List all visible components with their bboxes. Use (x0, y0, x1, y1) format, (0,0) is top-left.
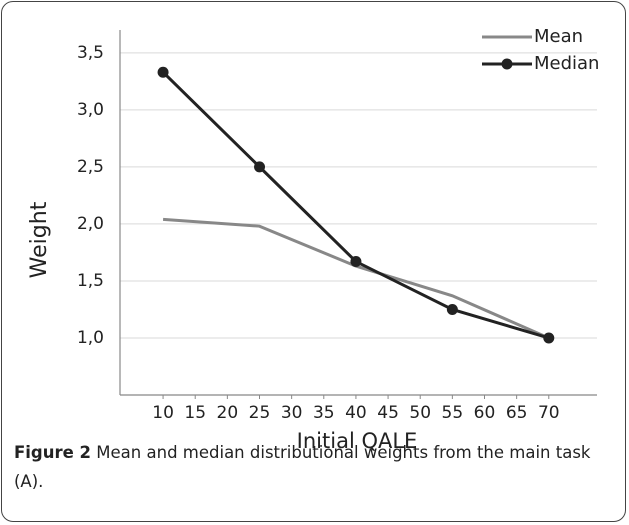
x-tick-label: 50 (409, 403, 431, 423)
x-tick-label: 25 (249, 403, 271, 423)
point (254, 161, 265, 173)
x-tick-label: 60 (474, 403, 496, 423)
x-tick-label: 65 (506, 403, 528, 423)
x-tick-label: 40 (345, 403, 367, 423)
y-tick-label: 3,5 (77, 43, 104, 63)
y-tick-label: 1,0 (77, 328, 104, 348)
x-tick-label: 45 (377, 403, 399, 423)
y-tick-label: 1,5 (77, 271, 104, 291)
point (543, 332, 555, 344)
y-tick-label: 3,0 (77, 100, 104, 120)
caption-label: Figure 2 (14, 443, 92, 462)
caption-text: Mean and median distributional weights f… (14, 443, 591, 491)
point (350, 256, 362, 268)
x-tick-label: 35 (313, 403, 335, 423)
y-tick-label: 2,5 (77, 157, 104, 177)
x-tick-label: 55 (442, 403, 464, 423)
x-tick-label: 10 (152, 403, 174, 423)
point (446, 303, 458, 315)
caption: Figure 2 Mean and median distributional … (14, 438, 604, 496)
y-tick-label: 2,0 (77, 214, 104, 234)
x-tick-label: 20 (217, 403, 239, 423)
point (157, 66, 169, 78)
legend-label: Median (534, 53, 599, 74)
series-line (162, 71, 550, 340)
legend-label: Mean (534, 26, 583, 47)
x-tick-label: 30 (281, 403, 303, 423)
x-tick-label: 15 (184, 403, 206, 423)
legend-marker (501, 58, 513, 70)
x-axis-label: Initial QALE (297, 429, 418, 453)
y-axis-label: Weight (27, 201, 52, 278)
x-tick-label: 70 (538, 403, 560, 423)
chart: Weight Initial QALE 1,0 1,5 2,0 2,5 3,0 3,5 10… (27, 26, 599, 453)
